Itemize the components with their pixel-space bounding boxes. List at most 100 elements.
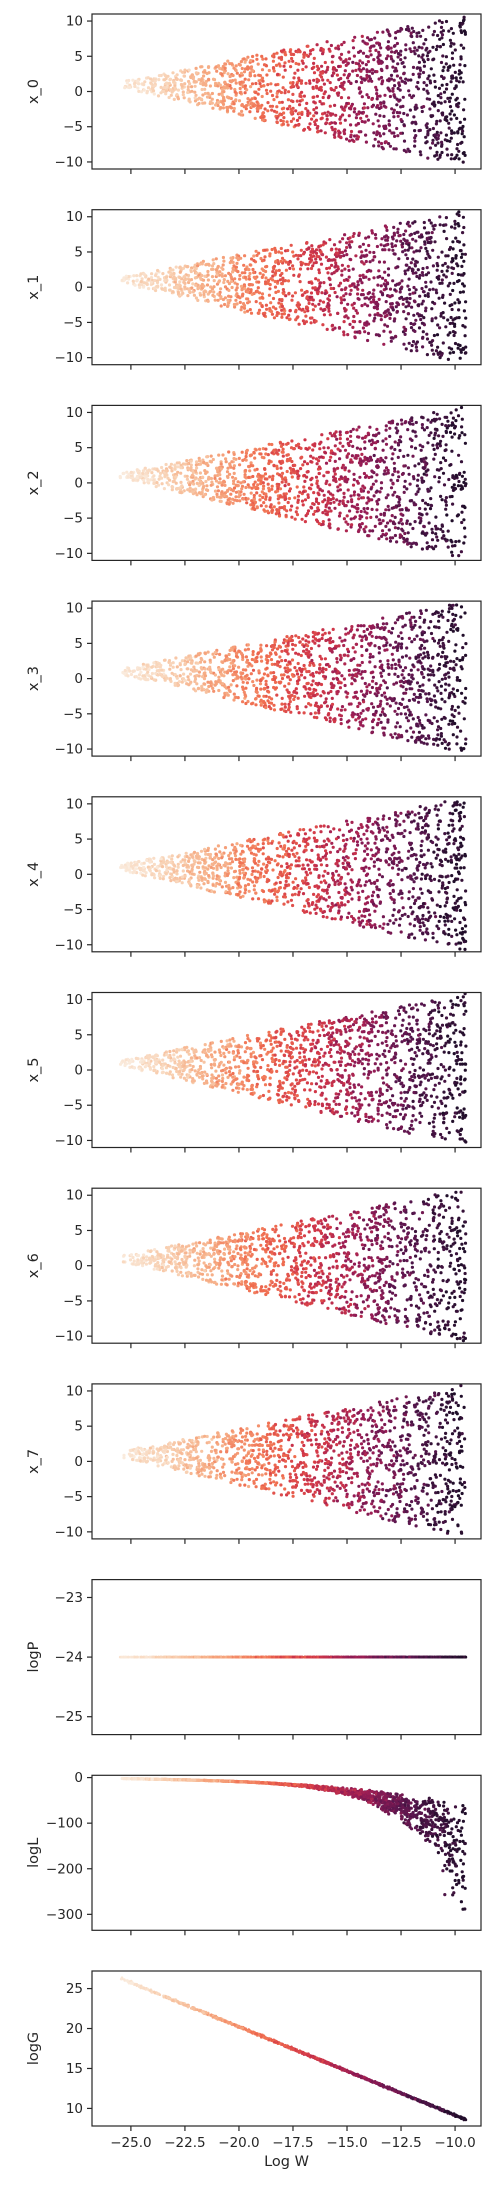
scatter-point: [458, 290, 462, 294]
scatter-point: [310, 117, 314, 121]
scatter-point: [323, 60, 327, 65]
scatter-point: [300, 59, 304, 63]
scatter-point: [421, 58, 425, 62]
scatter-point: [382, 114, 386, 118]
scatter-point: [263, 248, 267, 252]
scatter-point: [360, 660, 364, 665]
scatter-point: [356, 283, 360, 287]
scatter-point: [339, 475, 343, 479]
scatter-point: [178, 280, 182, 284]
scatter-point: [439, 734, 443, 738]
scatter-point: [266, 83, 270, 87]
scatter-point: [234, 477, 238, 481]
scatter-point: [348, 509, 352, 513]
scatter-point: [407, 89, 411, 93]
scatter-point: [360, 250, 364, 254]
scatter-point: [425, 266, 429, 270]
scatter-point: [315, 479, 319, 483]
scatter-point: [391, 65, 395, 69]
scatter-point: [432, 352, 436, 356]
scatter-point: [432, 737, 436, 742]
scatter-point: [450, 92, 454, 96]
scatter-point: [297, 254, 301, 258]
scatter-point: [307, 446, 311, 450]
scatter-point: [149, 77, 153, 81]
scatter-point: [257, 311, 261, 315]
scatter-point: [361, 459, 365, 463]
scatter-point: [403, 479, 407, 483]
scatter-point: [199, 97, 203, 101]
scatter-point: [225, 105, 229, 110]
scatter-point: [433, 223, 437, 227]
scatter-point: [312, 95, 316, 99]
scatter-point: [413, 322, 417, 326]
scatter-point: [450, 704, 454, 709]
scatter-point: [433, 452, 437, 456]
scatter-point: [359, 69, 363, 73]
scatter-point: [337, 47, 341, 51]
scatter-point: [242, 263, 246, 267]
scatter-point: [372, 250, 376, 255]
scatter-point: [380, 80, 384, 84]
scatter-point: [394, 305, 398, 309]
scatter-point: [309, 712, 313, 716]
scatter-point: [309, 266, 314, 271]
scatter-point: [181, 93, 185, 97]
scatter-point: [432, 29, 436, 34]
scatter-point: [309, 253, 313, 257]
scatter-point: [267, 459, 271, 463]
scatter-point: [214, 103, 218, 107]
scatter-point: [209, 454, 213, 458]
scatter-point: [395, 97, 399, 101]
scatter-point: [439, 101, 443, 105]
scatter-point: [397, 634, 401, 638]
scatter-point: [139, 90, 144, 94]
scatter-point: [211, 77, 216, 81]
scatter-point: [235, 302, 239, 306]
scatter-point: [434, 524, 438, 528]
scatter-point: [278, 665, 282, 669]
scatter-point: [263, 107, 267, 111]
scatter-point: [370, 685, 374, 690]
scatter-point: [298, 280, 302, 284]
scatter-point: [283, 702, 287, 706]
scatter-point: [448, 351, 452, 355]
scatter-point: [197, 670, 201, 674]
scatter-point: [336, 677, 340, 682]
scatter-point: [360, 95, 364, 99]
scatter-point: [445, 630, 449, 634]
scatter-point: [240, 305, 244, 309]
scatter-point: [444, 19, 449, 24]
scatter-point: [374, 112, 378, 116]
scatter-point: [203, 660, 207, 664]
scatter-point: [312, 114, 316, 118]
scatter-point: [223, 302, 227, 307]
scatter-point: [459, 350, 463, 354]
scatter-point: [445, 82, 449, 87]
scatter-point: [298, 267, 303, 271]
scatter-point: [206, 91, 210, 95]
scatter-point: [332, 478, 336, 482]
scatter-point: [226, 498, 230, 502]
scatter-point: [167, 81, 171, 85]
scatter-point: [198, 462, 202, 466]
scatter-point: [342, 298, 346, 302]
scatter-point: [200, 658, 204, 662]
scatter-point: [344, 504, 348, 508]
scatter-point: [432, 447, 436, 451]
scatter-point: [438, 45, 442, 49]
scatter-point: [324, 667, 328, 672]
scatter-point: [286, 500, 290, 505]
scatter-point: [434, 705, 438, 709]
scatter-point: [203, 91, 207, 96]
scatter-point: [410, 416, 414, 420]
scatter-point: [248, 74, 253, 78]
scatter-point: [451, 259, 455, 263]
scatter-point: [312, 65, 316, 69]
scatter-point: [299, 467, 303, 471]
scatter-point: [404, 305, 408, 309]
scatter-point: [278, 273, 283, 277]
scatter-point: [245, 88, 249, 92]
scatter-point: [269, 658, 274, 662]
scatter-point: [287, 291, 291, 295]
